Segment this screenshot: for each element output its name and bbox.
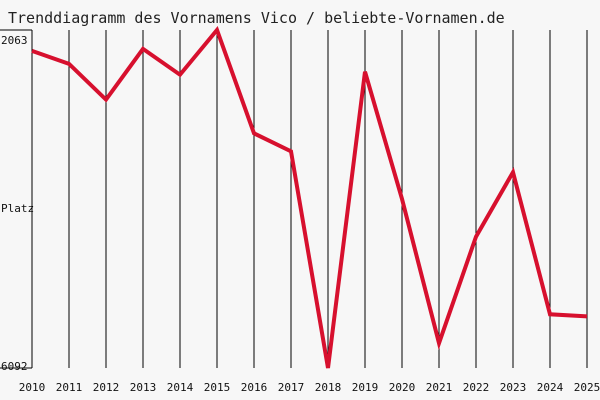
x-tick-label: 2016 bbox=[241, 381, 268, 394]
x-tick-label: 2017 bbox=[278, 381, 305, 394]
data-line bbox=[31, 26, 588, 369]
x-tick-label: 2023 bbox=[500, 381, 527, 394]
x-tick-label: 2020 bbox=[389, 381, 416, 394]
y-axis-label: Platz bbox=[1, 202, 34, 215]
y-tick-label: 2063 bbox=[1, 34, 28, 47]
x-tick-label: 2014 bbox=[167, 381, 194, 394]
x-tick-label: 2022 bbox=[463, 381, 490, 394]
x-tick-label: 2018 bbox=[315, 381, 342, 394]
x-tick-label: 2019 bbox=[352, 381, 379, 394]
x-tick-label: 2025 bbox=[574, 381, 600, 394]
chart-title: Trenddiagramm des Vornamens Vico / belie… bbox=[8, 9, 505, 27]
x-tick-label: 2010 bbox=[19, 381, 46, 394]
x-tick-label: 2024 bbox=[537, 381, 564, 394]
x-tick-label: 2013 bbox=[130, 381, 157, 394]
x-tick-label: 2015 bbox=[204, 381, 231, 394]
x-tick-label: 2011 bbox=[56, 381, 83, 394]
y-tick-label: 6092 bbox=[1, 360, 28, 373]
x-tick-label: 2012 bbox=[93, 381, 120, 394]
x-tick-label: 2021 bbox=[426, 381, 453, 394]
